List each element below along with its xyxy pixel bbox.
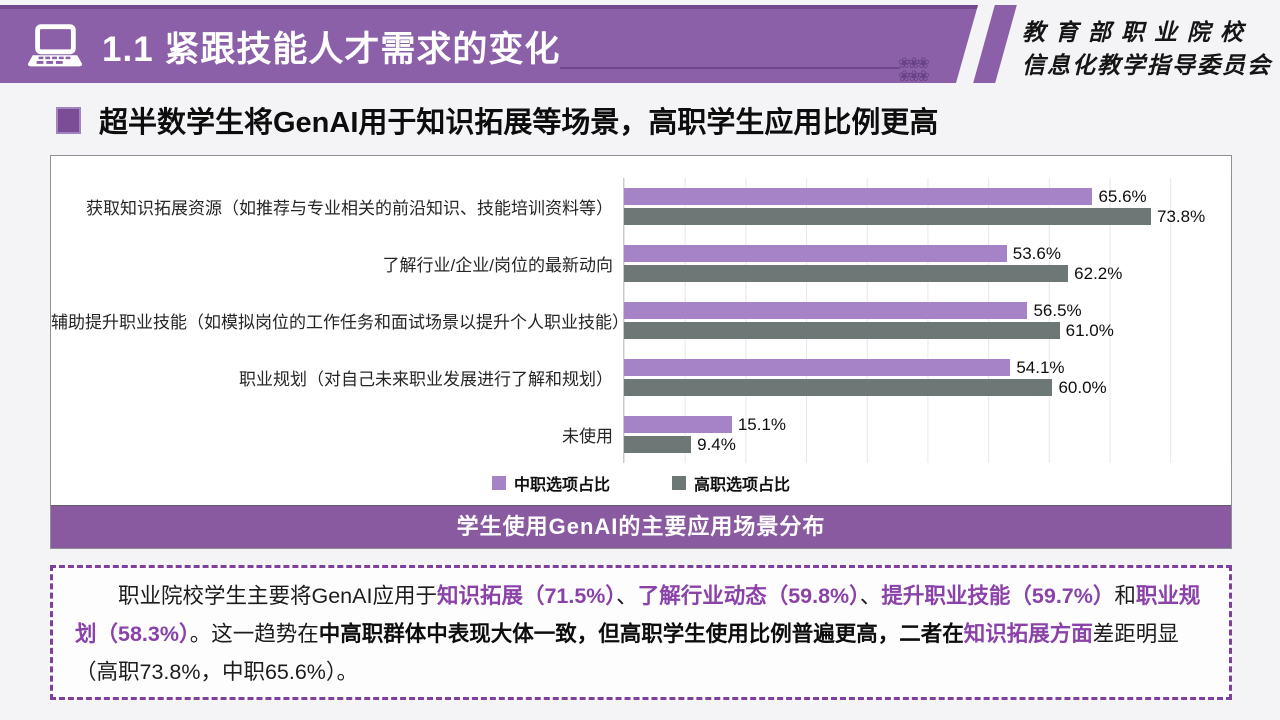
summary-segment: 、 [616,584,638,608]
bar [624,208,1152,225]
page-title: 1.1 紧跟技能人才需求的变化 [102,29,561,69]
bar [624,302,1028,319]
bar-line: 15.1% [624,414,1231,434]
plot-area: 54.1% 60.0% [623,349,1231,406]
bar-line: 54.1% [624,357,1231,377]
bar-line: 61.0% [624,320,1231,340]
bar-value-label: 65.6% [1098,186,1147,206]
chart-caption: 学生使用GenAI的主要应用场景分布 [51,505,1231,548]
chart-rows: 获取知识拓展资源（如推荐与专业相关的前沿知识、技能培训资料等） 65.6% 73.8… [51,178,1231,463]
plot-area: 56.5% 61.0% [623,292,1231,349]
header-ornament: ❀❀❀ ❀❀❀ [898,55,927,85]
chart-legend: 中职选项占比 高职选项占比 [51,471,1231,495]
legend-item: 高职选项占比 [672,471,790,495]
category-label: 未使用 [562,427,613,446]
bar [624,322,1060,339]
section-title-row: 超半数学生将GenAI用于知识拓展等场景，高职学生应用比例更高 [56,99,938,141]
summary-segment: 知识拓展方面 [963,622,1093,646]
section-bullet-icon [56,106,81,134]
summary-segment: 知识拓展（71.5%） [436,584,617,608]
bar-line: 60.0% [624,377,1231,397]
bar-value-label: 56.5% [1033,300,1082,320]
bar-line: 53.6% [624,243,1231,263]
chart-row: 职业规划（对自己未来职业发展进行了解和规划） 54.1% 60.0% [51,349,1231,406]
bar [624,379,1053,396]
legend-swatch-icon [491,476,506,490]
bar-line: 62.2% [624,263,1231,283]
summary-segment: 差距明显（高职73.8%，中职65.6%）。 [75,622,1179,684]
summary-text: 职业院校学生主要将GenAI应用于知识拓展（71.5%）、了解行业动态（59.8… [75,577,1207,691]
bar-line: 9.4% [624,434,1231,454]
bar-value-label: 9.4% [697,434,736,454]
bar-value-label: 60.0% [1058,377,1107,397]
plot-area: 53.6% 62.2% [623,235,1231,292]
organization-name-line1: 教育部职业院校 [1022,19,1253,46]
plot-area: 15.1% 9.4% [623,406,1231,463]
summary-box: 职业院校学生主要将GenAI应用于知识拓展（71.5%）、了解行业动态（59.8… [50,565,1232,700]
bar [624,265,1069,282]
chart-area: 获取知识拓展资源（如推荐与专业相关的前沿知识、技能培训资料等） 65.6% 73.8… [51,156,1231,505]
legend-swatch-icon [672,476,686,490]
bar [624,359,1011,376]
bar [624,245,1007,262]
bar-line: 73.8% [624,206,1231,226]
chart-row: 获取知识拓展资源（如推荐与专业相关的前沿知识、技能培训资料等） 65.6% 73.8… [51,178,1231,235]
legend-label: 高职选项占比 [694,477,791,494]
summary-segment: 了解行业动态（59.8%） [637,584,860,608]
category-label: 获取知识拓展资源（如推荐与专业相关的前沿知识、技能培训资料等） [86,199,613,218]
chart-row: 辅助提升职业技能（如模拟岗位的工作任务和面试场景以提升个人职业技能） 56.5% 6… [51,292,1231,349]
bar [624,416,732,433]
summary-segment: 职业规划（58.3%） [75,584,1201,646]
chart-card: 获取知识拓展资源（如推荐与专业相关的前沿知识、技能培训资料等） 65.6% 73.8… [50,155,1232,549]
section-title: 超半数学生将GenAI用于知识拓展等场景，高职学生应用比例更高 [99,107,939,139]
header-bar: 1.1 紧跟技能人才需求的变化 ❀❀❀ ❀❀❀ [0,5,978,83]
bar [624,188,1093,205]
legend-item: 中职选项占比 [491,471,610,495]
bar-line: 65.6% [624,186,1231,206]
bar-value-label: 73.8% [1157,206,1206,226]
organization-name-line2: 信息化教学指导委员会 [1022,52,1272,79]
summary-segment: 和 [1114,584,1136,608]
summary-segment: 中高职群体中表现大体一致，但高职学生使用比例普遍更高，二者在 [318,622,964,646]
bar-value-label: 54.1% [1016,357,1065,377]
header-divider-line [560,67,900,69]
bar-value-label: 15.1% [737,414,787,434]
bar-value-label: 62.2% [1074,263,1123,283]
bar [624,436,692,453]
category-label: 职业规划（对自己未来职业发展进行了解和规划） [239,370,613,389]
laptop-icon [26,24,84,69]
category-label: 了解行业/企业/岗位的最新动向 [382,256,613,275]
summary-segment: 职业院校学生主要将GenAI应用于 [118,584,437,608]
bar-line: 56.5% [624,300,1231,320]
organization-name: 教育部职业院校 信息化教学指导委员会 [1022,16,1272,82]
category-label: 辅助提升职业技能（如模拟岗位的工作任务和面试场景以提升个人职业技能） [51,313,629,332]
bar-value-label: 61.0% [1065,320,1114,340]
chart-row: 未使用 15.1% 9.4% [51,406,1231,463]
chart-row: 了解行业/企业/岗位的最新动向 53.6% 62.2% [51,235,1231,292]
summary-segment: 、 [859,584,882,608]
summary-segment: 提升职业技能（59.7%） [881,584,1115,608]
plot-area: 65.6% 73.8% [623,178,1231,235]
bar-value-label: 53.6% [1012,243,1061,263]
legend-label: 中职选项占比 [513,477,610,494]
summary-segment: 。这一趋势在 [189,622,319,646]
header-accent-stripe [973,5,1017,83]
